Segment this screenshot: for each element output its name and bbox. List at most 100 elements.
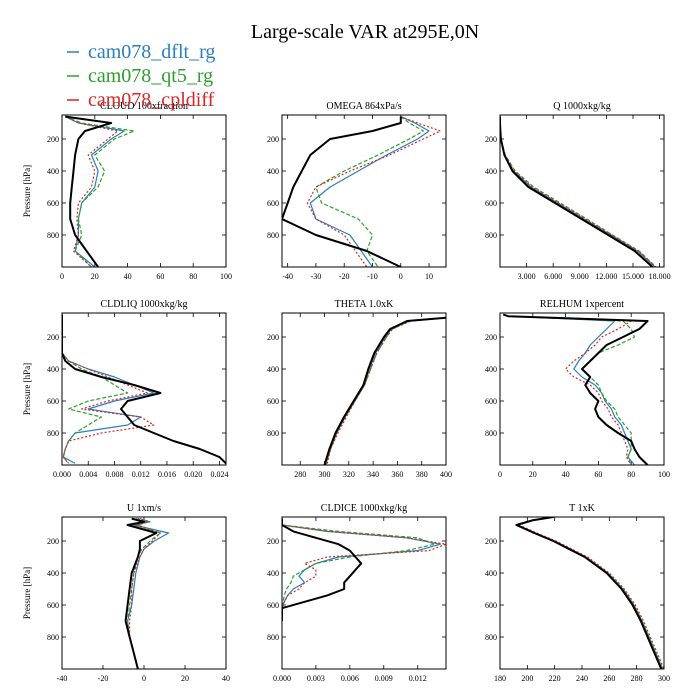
x-tick-label: 200 xyxy=(521,674,533,683)
y-tick-label: 400 xyxy=(47,365,59,374)
panel-title: Q 1000xkg/kg xyxy=(553,101,611,112)
series-line-cam078_dflt_rg xyxy=(325,317,446,465)
series-line-cam078_cpldiff xyxy=(503,314,632,465)
y-tick-label: 600 xyxy=(47,601,59,610)
x-tick-label: 0 xyxy=(60,272,64,281)
x-tick-label: 300 xyxy=(319,470,331,479)
series-line-cam078_cpldiff xyxy=(518,517,664,669)
x-tick-label: 60 xyxy=(156,272,164,281)
panel-title: T 1xK xyxy=(569,503,595,514)
series-line-cam078_dflt_rg xyxy=(62,314,155,464)
series-line-cam078_dflt_rg xyxy=(126,518,170,669)
y-tick-label: 400 xyxy=(267,569,279,578)
series-group xyxy=(323,316,446,465)
y-tick-label: 400 xyxy=(267,167,279,176)
series-group xyxy=(65,115,135,267)
y-tick-label: 200 xyxy=(47,333,59,342)
x-tick-label: -40 xyxy=(282,272,293,281)
x-tick-label: 60 xyxy=(594,470,602,479)
x-tick-label: 0.009 xyxy=(375,674,393,683)
series-group xyxy=(282,116,441,267)
x-tick-label: 40 xyxy=(124,272,132,281)
series-line-obs xyxy=(65,115,113,267)
x-tick-label: 0.012 xyxy=(409,674,427,683)
y-tick-label: 200 xyxy=(47,537,59,546)
plot-frame xyxy=(499,312,665,466)
y-tick-label: 800 xyxy=(267,633,279,642)
series-line-obs xyxy=(502,313,649,465)
y-tick-label: 400 xyxy=(485,167,497,176)
series-group xyxy=(62,314,226,465)
x-tick-label: -20 xyxy=(98,674,109,683)
y-tick-label: 200 xyxy=(485,135,497,144)
panel-2: OMEGA 864xPa/s 200 400 600 800 -40 -30 -20 -10 0 1… xyxy=(267,101,447,281)
series-line-cam078_qt5_rg xyxy=(503,314,636,465)
x-tick-label: 0.003 xyxy=(307,674,325,683)
series-group xyxy=(124,517,170,669)
y-tick-label: 800 xyxy=(485,231,497,240)
panel-4: CLDLIQ 1000xkg/kg Pressure [hPa] 200 400 600… xyxy=(22,299,228,479)
y-tick-label: 200 xyxy=(267,333,279,342)
x-tick-label: 18.000 xyxy=(649,272,671,281)
figure-title: Large-scale VAR at295E,0N xyxy=(251,21,479,43)
x-tick-label: 180 xyxy=(494,674,506,683)
series-line-cam078_cpldiff xyxy=(282,518,446,621)
y-tick-label: 600 xyxy=(47,199,59,208)
legend-entry: cam078_dflt_rg xyxy=(88,41,215,63)
series-line-cam078_cpldiff xyxy=(306,116,441,267)
x-tick-label: 220 xyxy=(549,674,561,683)
panel-8: CLDICE 1000xkg/kg 200 400 600 800 0.000 0.003 0… xyxy=(267,503,447,683)
x-tick-label: 20 xyxy=(529,470,537,479)
x-tick-label: 0.016 xyxy=(158,470,176,479)
series-group xyxy=(502,313,649,465)
y-tick-label: 600 xyxy=(267,199,279,208)
y-tick-label: 200 xyxy=(485,537,497,546)
y-tick-label: 200 xyxy=(267,135,279,144)
series-line-cam078_dflt_rg xyxy=(517,517,664,669)
panel-title: CLOUD 100xfraction xyxy=(100,101,188,112)
panel-9: T 1xK 200 400 600 800 180 200 220 240 260 280 300 xyxy=(485,503,670,683)
panel-5: THETA 1.0xK 200 400 600 800 280 300 320 340 360 38… xyxy=(267,299,452,479)
plot-frame xyxy=(61,516,227,670)
legend-entry: cam078_qt5_rg xyxy=(88,65,213,87)
y-tick-label: 200 xyxy=(485,333,497,342)
x-tick-label: 0.000 xyxy=(53,470,71,479)
plot-frame xyxy=(499,114,665,268)
y-tick-label: 800 xyxy=(47,633,59,642)
legend: cam078_dflt_rgcam078_qt5_rgcam078_cpldif… xyxy=(67,41,215,111)
x-tick-label: 6.000 xyxy=(544,272,562,281)
y-tick-label: 800 xyxy=(485,429,497,438)
series-line-obs xyxy=(323,316,446,465)
x-tick-label: 260 xyxy=(603,674,615,683)
y-tick-label: 400 xyxy=(267,365,279,374)
x-tick-label: 20 xyxy=(181,674,189,683)
x-tick-label: 10 xyxy=(425,272,433,281)
series-group xyxy=(282,518,446,621)
y-tick-label: 400 xyxy=(47,167,59,176)
plot-frame xyxy=(281,312,447,466)
series-line-obs xyxy=(500,116,654,267)
series-line-cam078_cpldiff xyxy=(62,314,155,464)
y-axis-label: Pressure [hPa] xyxy=(22,567,32,619)
x-tick-label: 240 xyxy=(576,674,588,683)
x-tick-label: 40 xyxy=(562,470,570,479)
x-tick-label: -40 xyxy=(57,674,68,683)
panel-7: U 1xm/s Pressure [hPa] 200 400 600 800 -40 -20 0… xyxy=(22,503,230,683)
x-tick-label: 0.012 xyxy=(132,470,150,479)
series-group xyxy=(515,517,664,669)
x-tick-label: 3.000 xyxy=(518,272,536,281)
series-line-cam078_dflt_rg xyxy=(500,116,656,267)
x-tick-label: 0.000 xyxy=(273,674,291,683)
legend-entry: cam078_cpldiff xyxy=(88,89,215,111)
panel-3: Q 1000xkg/kg 200 400 600 800 3.000 6.000 9.000 1… xyxy=(485,101,671,281)
y-tick-label: 800 xyxy=(485,633,497,642)
x-tick-label: 100 xyxy=(658,470,670,479)
plot-frame xyxy=(499,516,665,670)
x-tick-label: -20 xyxy=(339,272,350,281)
x-tick-label: 80 xyxy=(189,272,197,281)
series-line-cam078_cpldiff xyxy=(65,116,119,267)
y-tick-label: 600 xyxy=(47,397,59,406)
x-tick-label: 400 xyxy=(440,470,452,479)
